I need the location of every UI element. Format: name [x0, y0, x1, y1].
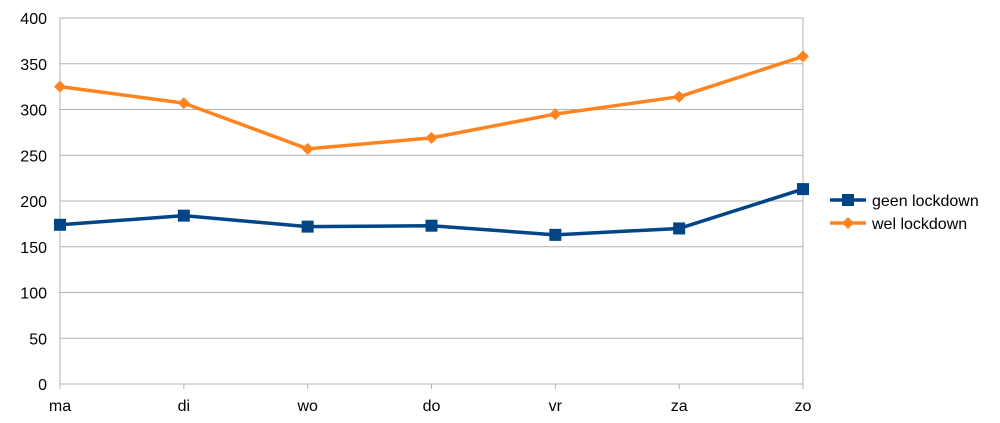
y-tick-label: 350 [20, 57, 47, 74]
series-0 [54, 183, 809, 241]
x-tick-label: ma [49, 398, 71, 415]
legend: geen lockdown wel lockdown [830, 193, 979, 233]
data-point [177, 97, 190, 110]
data-point [797, 183, 809, 196]
data-point [54, 218, 66, 231]
y-tick-label: 0 [38, 377, 47, 394]
y-tick-labels: 0 50 100 150 200 250 300 350 400 [20, 11, 47, 394]
x-tick-label: wo [296, 398, 318, 415]
x-tick-label: vr [549, 398, 563, 415]
y-tick-label: 100 [20, 286, 47, 303]
y-tick-label: 300 [20, 103, 47, 120]
data-point [797, 50, 809, 63]
data-point [549, 108, 562, 121]
x-tick-label: za [671, 398, 688, 415]
legend-item: geen lockdown [830, 193, 979, 210]
y-tick-label: 200 [20, 194, 47, 211]
y-tick-label: 400 [20, 11, 47, 28]
gridlines [60, 17, 803, 385]
data-point [673, 90, 686, 103]
data-point [425, 131, 438, 144]
x-tick-labels: ma di wo do vr za zo [49, 398, 812, 415]
data-point [301, 142, 314, 155]
legend-swatch-marker [842, 194, 854, 206]
y-tick-label: 150 [20, 240, 47, 257]
y-tick-label: 250 [20, 148, 47, 165]
x-tick-label: di [178, 398, 190, 415]
x-tick-label: zo [795, 398, 812, 415]
data-point [673, 222, 686, 235]
data-point [177, 209, 190, 222]
series-1 [54, 50, 809, 155]
legend-label: geen lockdown [872, 193, 979, 210]
axes [59, 17, 804, 389]
data-point [425, 219, 438, 232]
legend-label: wel lockdown [871, 216, 967, 233]
data-point [549, 228, 562, 241]
data-point [301, 220, 314, 233]
series-group [54, 50, 809, 241]
x-tick-label: do [423, 398, 441, 415]
y-tick-label: 50 [29, 331, 47, 348]
data-point [54, 80, 66, 93]
legend-swatch-marker [842, 217, 854, 229]
legend-item: wel lockdown [830, 216, 967, 233]
